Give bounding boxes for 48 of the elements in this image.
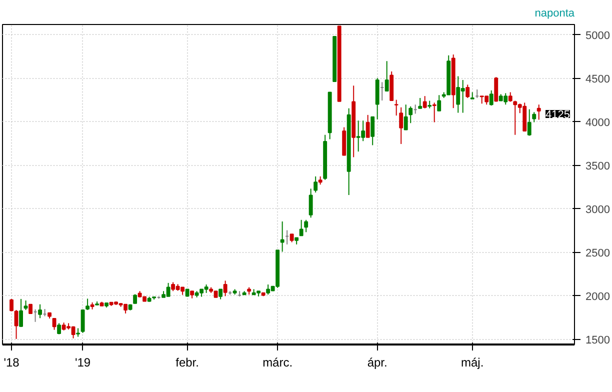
x-tick-label: '18 bbox=[4, 356, 20, 370]
x-tick-label: febr. bbox=[176, 356, 199, 370]
candlestick bbox=[370, 116, 375, 146]
candlestick bbox=[532, 112, 536, 123]
candlestick bbox=[19, 298, 23, 328]
candlestick bbox=[536, 104, 541, 120]
candlestick bbox=[80, 308, 85, 334]
chart-subtitle: naponta bbox=[534, 8, 576, 20]
candlestick bbox=[304, 219, 308, 233]
candlestick bbox=[422, 96, 427, 109]
candlestick bbox=[394, 99, 398, 116]
y-tick-label: 2000 bbox=[586, 290, 610, 303]
text: 4125 bbox=[546, 109, 570, 122]
y-tick-label: 2500 bbox=[586, 247, 610, 260]
y-tick-label: 3000 bbox=[586, 204, 610, 216]
candlestick bbox=[384, 60, 389, 92]
candlestick bbox=[366, 114, 370, 138]
candlestick bbox=[133, 294, 138, 304]
y-tick-label: 4000 bbox=[586, 116, 610, 129]
candlestick bbox=[418, 97, 422, 109]
candlestick bbox=[399, 106, 404, 144]
candlestick bbox=[489, 90, 494, 106]
candlestick bbox=[280, 220, 284, 252]
candlestick bbox=[223, 280, 228, 297]
x-tick-label: '19 bbox=[74, 356, 91, 370]
candlestick bbox=[52, 318, 56, 330]
candlestick bbox=[437, 94, 442, 112]
candlestick bbox=[314, 176, 318, 193]
candlestick bbox=[466, 84, 470, 98]
candlestick bbox=[308, 188, 313, 218]
candlestick bbox=[432, 102, 436, 123]
x-tick-label: ápr. bbox=[367, 356, 388, 370]
y-tick-label: 4500 bbox=[586, 73, 610, 86]
candlestick bbox=[527, 108, 532, 136]
candlestick bbox=[86, 298, 90, 310]
x-tick-label: márc. bbox=[262, 356, 293, 370]
x-tick-label: máj. bbox=[461, 356, 484, 370]
candlestick bbox=[299, 219, 304, 236]
candlestick bbox=[24, 300, 28, 310]
candlestick bbox=[38, 304, 42, 319]
candlestick bbox=[218, 288, 223, 300]
y-tick-label: 1500 bbox=[586, 334, 610, 346]
y-tick-label: 3500 bbox=[586, 160, 610, 172]
candlestick bbox=[28, 304, 33, 314]
candlestick bbox=[494, 76, 498, 102]
candlestick bbox=[408, 106, 413, 124]
candlestick bbox=[404, 104, 408, 130]
y-tick-label: 5000 bbox=[586, 30, 610, 42]
